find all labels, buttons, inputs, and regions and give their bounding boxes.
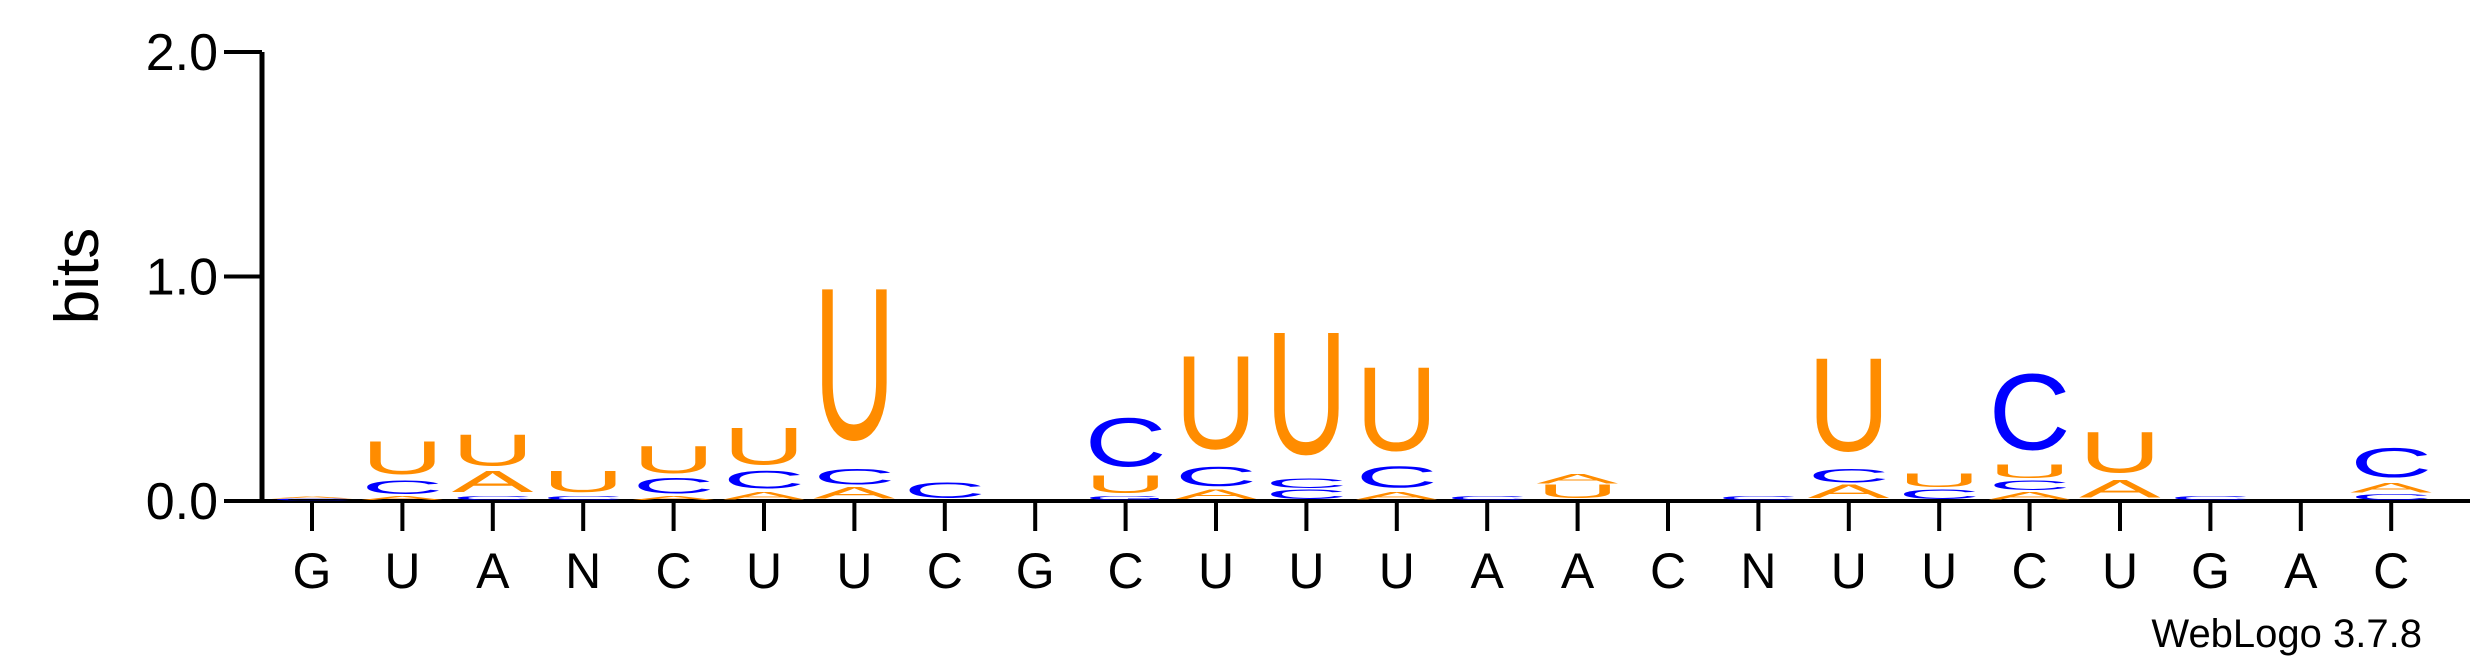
logo-glyph-u: U [1989,461,2071,483]
logo-glyph-c: C [1808,465,1890,487]
logo-glyph-c: C [1265,487,1347,502]
logo-glyph-a: A [452,464,534,498]
x-tick-label: G [2191,543,2230,599]
x-tick-label: A [1561,543,1595,599]
x-tick-label: U [746,543,782,599]
x-tick-label: G [1016,543,1055,599]
logo-glyph-c: C [1175,461,1257,492]
logo-glyph-a: A [813,484,896,503]
x-tick-label: U [1921,543,1957,599]
y-ticks: 0.0 1.0 2.0 [146,24,262,531]
x-tick-label: U [384,543,420,599]
logo-glyph-c: C [2169,495,2251,501]
logo-glyph-u: U [633,438,715,482]
logo-glyph-c: C [904,478,986,503]
logo-glyph-c: C [361,476,443,498]
logo-glyph-c: C [1898,487,1980,502]
x-tick-label: C [1108,543,1144,599]
logo-glyph-a: A [1356,489,1438,501]
x-tick-label: N [1740,543,1776,599]
x-tick-label: C [2012,543,2048,599]
logo-glyph-c: C [1989,351,2071,473]
x-tick-label: C [927,543,963,599]
x-tick-label: C [1650,543,1686,599]
logo-glyph-u: U [1808,331,1890,480]
logo-glyph-c: C [1265,475,1347,490]
x-tick-label: A [1471,543,1505,599]
x-tick-label: U [836,543,872,599]
logo-glyph-c: C [1717,495,1799,501]
logo-glyph-u: U [1265,296,1347,492]
logo-glyph-c: C [271,498,353,501]
logo-glyph-u: U [1356,342,1438,476]
logo-glyph-c: C [723,466,805,494]
logo-glyph-u: U [361,432,443,485]
logo-glyph-c: C [1085,404,1167,482]
logo-glyph-u: U [723,417,805,476]
x-tick-label: A [2284,543,2318,599]
x-tick-label: N [565,543,601,599]
x-tick-label: A [476,543,510,599]
x-tick-label: C [2373,543,2409,599]
x-tick-label: U [2102,543,2138,599]
logo-glyph-u: U [813,242,895,485]
logo-glyph-a: A [723,489,805,501]
logo-glyph-c: C [2350,492,2432,501]
logo-glyph-u: U [1085,471,1167,499]
y-axis-label: bits [43,228,112,324]
logo-glyph-a: A [271,496,353,499]
logo-glyph-c: C [1356,460,1438,494]
logo-glyph-a: A [1989,489,2071,501]
x-tick-label: G [293,543,332,599]
logo-glyph-c: C [1446,495,1528,501]
logo-glyph-u: U [1537,481,1619,503]
logo-glyph-a: A [1537,471,1619,487]
y-tick-label: 2.0 [146,24,218,82]
logo-glyph-a: A [633,495,715,501]
logo-glyph-a: A [1175,487,1257,503]
x-tick-label: U [1831,543,1867,599]
y-tick-label: 1.0 [146,249,218,307]
logo-glyph-u: U [452,426,534,476]
x-tick-label: U [1379,543,1415,599]
x-tick-label: U [1288,543,1324,599]
x-tick-label: C [656,543,692,599]
logo-glyph-c: C [813,465,895,490]
logo-glyph-a: A [2350,480,2432,496]
logo-glyph-u: U [1898,470,1980,492]
logo-glyph-g: G [1085,495,1167,501]
logo-glyph-c: C [633,473,715,498]
weblogo-credit: WebLogo 3.7.8 [2151,612,2422,656]
logo-glyph-u: U [2079,420,2161,485]
logo-glyph-a: A [2079,475,2161,503]
logo-glyph-c: C [542,495,624,501]
logo-glyph-a: A [361,495,443,501]
logo-glyph-c: C [452,495,534,501]
logo-glyph-c: C [1989,478,2071,493]
x-tick-label: U [1198,543,1234,599]
logo-glyph-u: U [542,465,624,499]
logo-glyph-c: C [2350,440,2432,486]
logo-glyph-u: U [1175,329,1257,478]
logo-glyph-a: A [1808,481,1890,503]
y-tick-label: 0.0 [146,473,218,531]
